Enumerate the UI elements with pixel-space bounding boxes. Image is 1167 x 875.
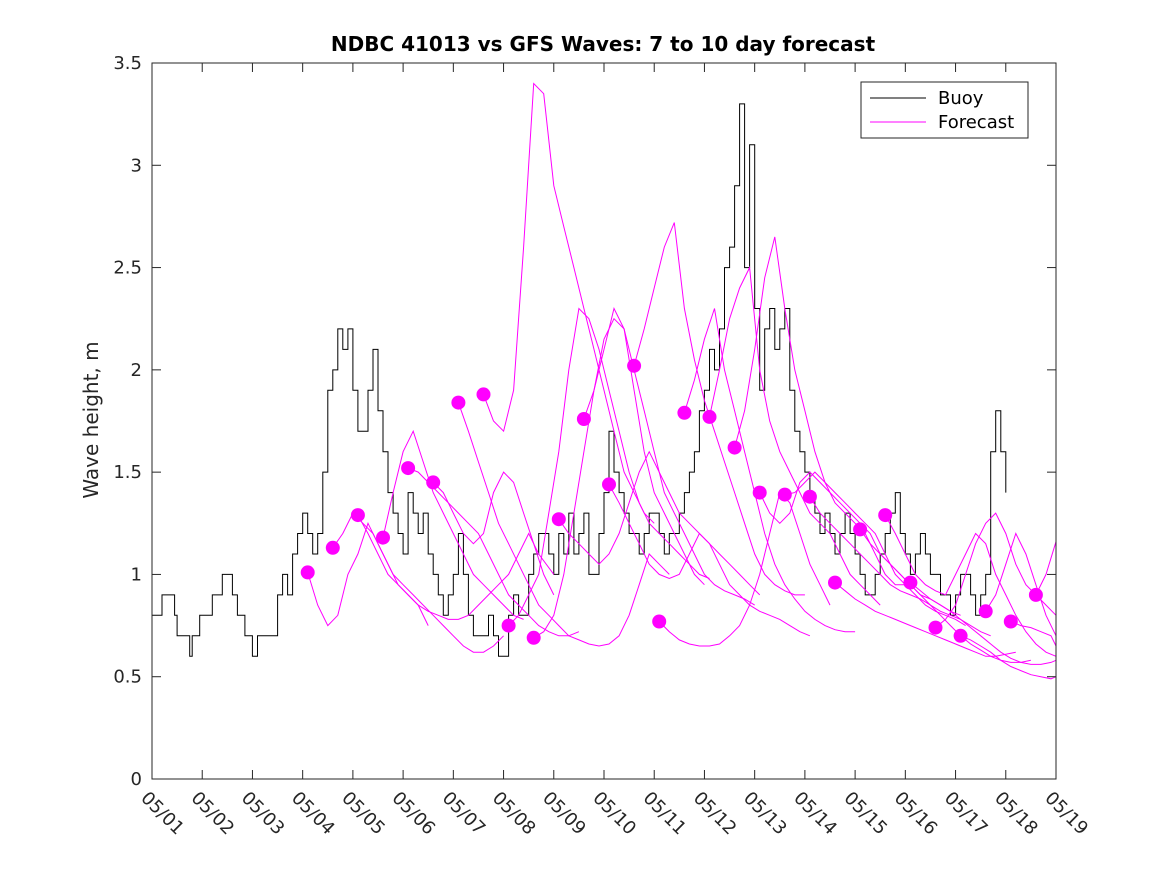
forecast-start-marker xyxy=(451,395,466,410)
y-tick-label: 1.5 xyxy=(113,462,142,483)
forecast-line xyxy=(382,429,524,620)
forecast-line xyxy=(960,635,1057,680)
forecast-start-marker xyxy=(376,530,390,545)
forecast-line xyxy=(784,471,966,627)
forecast-start-marker xyxy=(903,575,918,590)
legend-label-buoy: Buoy xyxy=(938,88,984,109)
forecast-start-marker xyxy=(350,508,365,523)
forecast-start-marker xyxy=(652,614,667,629)
forecast-line xyxy=(884,514,1057,657)
forecast-start-marker xyxy=(526,630,541,645)
y-tick-label: 3.5 xyxy=(113,53,142,74)
y-tick-label: 0.5 xyxy=(113,667,142,688)
forecast-start-marker xyxy=(727,440,742,455)
legend: Buoy Forecast xyxy=(860,81,1029,139)
forecast-start-marker xyxy=(953,628,968,643)
forecast-start-marker xyxy=(802,489,817,504)
plot-background xyxy=(152,63,1056,779)
legend-label-forecast: Forecast xyxy=(938,112,1014,133)
forecast-start-marker xyxy=(752,485,767,500)
y-axis-ticks: 0 0.5 1 1.5 2 2.5 3 3.5 xyxy=(113,53,1056,790)
forecast-series xyxy=(307,82,1057,680)
forecast-line xyxy=(859,529,1032,663)
y-tick-label: 1 xyxy=(131,564,142,585)
forecast-start-marker xyxy=(501,618,516,633)
forecast-line xyxy=(658,491,831,647)
forecast-start-marker xyxy=(325,540,340,555)
forecast-line xyxy=(734,236,906,586)
forecast-start-marker xyxy=(426,475,441,490)
forecast-start-marker xyxy=(1028,587,1043,602)
buoy-line xyxy=(152,103,1007,657)
forecast-start-marker xyxy=(602,477,616,492)
forecast-line xyxy=(1010,621,1057,647)
forecast-line xyxy=(910,582,1057,665)
forecast-start-marker xyxy=(878,508,893,523)
forecast-start-marker xyxy=(576,412,591,426)
forecast-start-marker xyxy=(401,461,416,476)
forecast-line xyxy=(834,582,1016,657)
forecast-line xyxy=(483,82,655,524)
forecast-line xyxy=(533,317,705,639)
forecast-line xyxy=(508,307,710,626)
forecast-start-markers xyxy=(300,358,1043,645)
chart-title: NDBC 41013 vs GFS Waves: 7 to 10 day for… xyxy=(331,32,876,56)
forecast-line xyxy=(583,307,755,606)
y-tick-label: 2.5 xyxy=(113,258,142,279)
forecast-line xyxy=(407,467,580,637)
forecast-start-marker xyxy=(853,522,868,537)
y-axis-label: Wave height, m xyxy=(79,341,103,498)
forecast-start-marker xyxy=(702,409,717,424)
forecast-line xyxy=(709,265,881,606)
y-tick-label: 3 xyxy=(131,155,142,176)
forecast-start-marker xyxy=(551,512,566,527)
forecast-line xyxy=(1035,541,1057,596)
forecast-line xyxy=(633,222,805,596)
y-tick-label: 2 xyxy=(131,360,142,381)
forecast-line xyxy=(608,484,811,637)
forecast-start-marker xyxy=(627,358,642,373)
forecast-start-marker xyxy=(300,565,315,580)
forecast-line xyxy=(985,532,1057,637)
forecast-line xyxy=(357,514,555,620)
y-tick-label: 0 xyxy=(131,769,142,790)
buoy-series xyxy=(152,103,1007,657)
forecast-start-marker xyxy=(777,487,792,502)
legend-box xyxy=(860,81,1029,139)
forecast-line xyxy=(683,308,856,633)
forecast-start-marker xyxy=(476,387,491,402)
forecast-start-marker xyxy=(978,604,993,619)
forecast-start-marker xyxy=(928,620,943,635)
forecast-line xyxy=(432,471,555,596)
plot-area xyxy=(151,62,1057,780)
forecast-start-marker xyxy=(1003,614,1018,629)
forecast-line xyxy=(457,402,670,647)
forecast-start-marker xyxy=(677,405,692,420)
forecast-start-marker xyxy=(828,575,842,590)
